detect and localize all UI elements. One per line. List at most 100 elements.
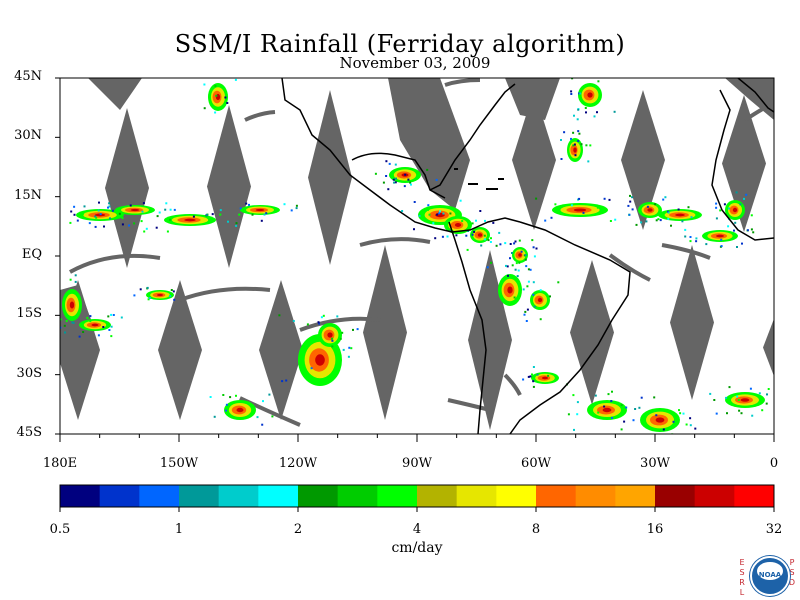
orbit-track	[447, 398, 491, 412]
rain-pixel	[490, 261, 492, 264]
rain-pixel	[761, 409, 764, 412]
satellite-gap-swath	[88, 78, 142, 110]
rain-pixel	[57, 312, 59, 314]
rain-pixel	[596, 111, 598, 114]
colorbar-swatch	[694, 485, 735, 507]
rain-pixel	[94, 215, 97, 218]
rain-pixel	[531, 373, 533, 376]
rain-pixel	[634, 408, 637, 410]
rain-pixel	[635, 437, 637, 439]
rain-pixel	[404, 173, 407, 176]
orbit-track	[359, 237, 431, 247]
rain-pixel	[235, 224, 238, 227]
rain-pixel	[689, 236, 692, 238]
rain-pixel	[86, 316, 89, 319]
rain-pixel	[767, 388, 770, 390]
colorbar-swatch	[218, 485, 259, 507]
rain-pixel	[525, 265, 528, 268]
rain-pixel	[524, 258, 527, 261]
rain-pixel	[609, 220, 612, 222]
rain-pixel	[283, 203, 286, 206]
rain-pixel	[694, 427, 697, 430]
rain-pixel	[76, 219, 79, 222]
rain-cell	[507, 286, 513, 294]
colorbar-tick-label: 16	[646, 522, 664, 537]
rain-pixel	[204, 71, 206, 73]
rain-pixel	[620, 404, 623, 407]
rain-pixel	[436, 213, 439, 216]
rain-pixel	[209, 396, 212, 398]
rain-cell	[91, 323, 99, 327]
rain-pixel	[434, 237, 437, 240]
rain-cell	[602, 407, 612, 413]
rain-pixel	[664, 196, 667, 199]
rain-pixel	[60, 318, 62, 321]
rain-pixel	[83, 205, 86, 208]
rain-pixel	[89, 320, 92, 323]
satellite-gap-swath	[388, 78, 470, 210]
rain-cell	[156, 293, 164, 297]
rain-cell	[716, 234, 724, 238]
rain-cell	[477, 233, 483, 237]
rain-pixel	[573, 143, 576, 146]
rain-pixel	[128, 224, 131, 227]
rain-pixel	[295, 204, 298, 207]
colorbar-swatch	[337, 485, 378, 507]
rain-pixel	[97, 209, 100, 212]
rain-pixel	[169, 295, 172, 297]
rain-pixel	[547, 374, 550, 377]
rain-pixel	[225, 403, 228, 406]
rain-pixel	[146, 286, 149, 289]
rain-pixel	[682, 412, 685, 415]
rain-pixel	[108, 202, 111, 205]
rain-cell	[587, 92, 593, 98]
rain-pixel	[631, 196, 634, 199]
rain-pixel	[348, 346, 351, 349]
rain-pixel	[392, 178, 395, 181]
rain-pixel	[536, 373, 539, 376]
rain-pixel	[427, 208, 429, 211]
rain-pixel	[554, 203, 557, 206]
rain-pixel	[515, 262, 518, 265]
rain-pixel	[53, 294, 55, 296]
island	[486, 188, 498, 190]
rain-pixel	[219, 213, 222, 216]
rain-pixel	[715, 202, 718, 205]
lat-tick-label: 30N	[14, 128, 42, 144]
rain-pixel	[505, 264, 507, 267]
rain-pixel	[173, 298, 176, 301]
rain-pixel	[611, 416, 613, 419]
rain-pixel	[738, 409, 741, 412]
satellite-gap-swath	[512, 90, 556, 230]
rain-pixel	[74, 274, 77, 277]
rain-pixel	[339, 337, 342, 340]
rain-pixel	[480, 244, 483, 247]
rain-pixel	[63, 324, 66, 327]
colorbar-tick-label: 0.5	[49, 522, 71, 537]
coastline	[429, 83, 516, 191]
rain-cell	[732, 207, 738, 213]
rain-pixel	[585, 111, 587, 114]
rain-cell	[573, 208, 587, 212]
rain-pixel	[385, 160, 388, 163]
rain-pixel	[99, 213, 102, 216]
coastline	[509, 221, 631, 434]
rain-pixel	[89, 315, 92, 318]
rain-pixel	[690, 216, 693, 219]
rain-pixel	[535, 247, 538, 250]
rain-pixel	[620, 428, 623, 431]
rain-pixel	[292, 320, 295, 322]
rain-pixel	[479, 210, 482, 212]
rain-pixel	[646, 205, 649, 208]
rain-pixel	[499, 243, 502, 246]
rain-pixel	[73, 205, 76, 208]
rain-pixel	[509, 243, 512, 245]
rain-pixel	[202, 74, 204, 76]
rain-pixel	[526, 308, 529, 311]
colorbar-tick-label: 32	[765, 522, 783, 537]
rain-pixel	[577, 108, 580, 111]
rain-pixel	[74, 280, 77, 283]
lon-tick-label: 180E	[42, 456, 78, 471]
rain-pixel	[736, 246, 738, 248]
